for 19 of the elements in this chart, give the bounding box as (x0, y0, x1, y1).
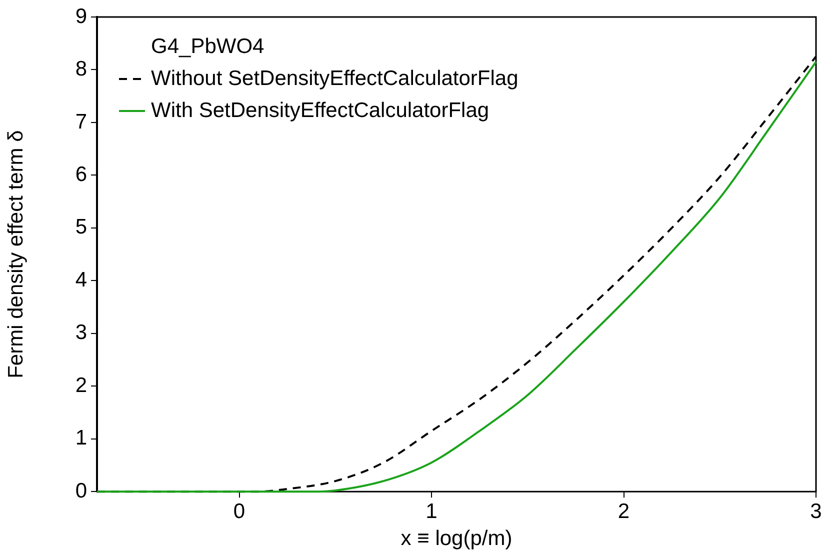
y-tick-label: 8 (75, 58, 87, 81)
y-tick-label: 1 (75, 426, 87, 450)
x-tick-label: 2 (618, 500, 630, 523)
y-tick-label: 4 (75, 268, 88, 292)
y-tick-label: 9 (75, 4, 87, 28)
x-tick-label: 0 (233, 500, 246, 523)
x-tick-label: 1 (426, 500, 438, 523)
y-axis-title: Fermi density effect term δ (4, 130, 28, 378)
x-tick-label: 3 (810, 500, 822, 523)
legend-label: With SetDensityEffectCalculatorFlag (151, 98, 490, 124)
y-tick-label: 0 (75, 479, 87, 502)
legend-title: G4_PbWO4 (150, 34, 266, 60)
y-tick-label: 7 (75, 110, 87, 134)
y-tick-label: 6 (75, 162, 87, 186)
y-tick-label: 3 (75, 321, 87, 344)
x-axis-title: x ≡ log(p/m) (400, 527, 512, 550)
y-tick-label: 2 (75, 374, 87, 397)
legend-label: Without SetDensityEffectCalculatorFlag (151, 66, 518, 92)
y-tick-label: 5 (75, 216, 87, 239)
